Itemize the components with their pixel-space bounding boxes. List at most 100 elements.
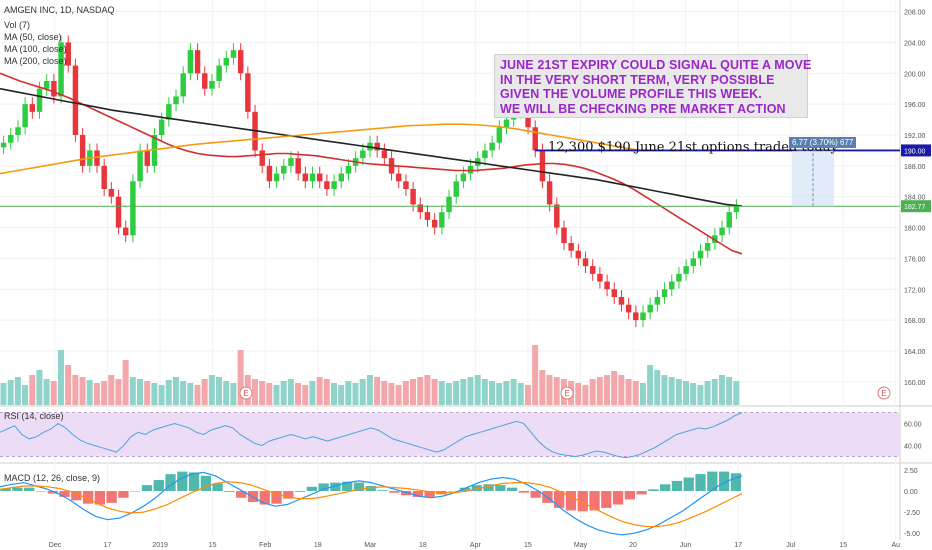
price-tag-label: 190.00	[904, 148, 926, 155]
annotation-line: JUNE 21ST EXPIRY COULD SIGNAL QUITE A MO…	[500, 58, 812, 72]
options-note[interactable]: 12,300 $190 June 21st options traded tod…	[548, 140, 838, 155]
volume-bar	[596, 377, 603, 405]
volume-bar	[22, 385, 29, 405]
volume-bar	[230, 383, 237, 405]
candle-body	[446, 196, 452, 213]
volume-bar	[194, 385, 201, 405]
volume-bar	[453, 381, 460, 405]
macd-hist-bar	[530, 491, 541, 498]
volume-bar	[309, 381, 316, 405]
candle-body	[245, 73, 251, 112]
candle-body	[216, 65, 222, 81]
macd-hist-bar	[94, 491, 105, 505]
y-tick-label: 188.00	[904, 164, 926, 171]
rsi-tick-label: 40.00	[904, 444, 922, 451]
volume-bar	[287, 379, 294, 405]
volume-bar	[14, 377, 21, 405]
candle-body	[381, 150, 388, 159]
candle-body	[43, 81, 50, 89]
candle-body	[302, 173, 309, 182]
volume-bar	[532, 345, 539, 405]
macd-tick-label: -2.50	[904, 510, 920, 517]
volume-bar	[122, 360, 129, 405]
macd-hist-bar	[577, 491, 588, 512]
ma-line	[0, 72, 743, 255]
macd-hist-bar	[459, 487, 471, 492]
candle-body	[417, 204, 424, 213]
macd-tick-label: -5.00	[904, 531, 920, 538]
volume-bar	[402, 381, 409, 405]
annotation-line: WE WILL BE CHECKING PRE MARKET ACTION	[500, 101, 786, 116]
candle-body	[94, 150, 100, 166]
volume-bar	[151, 383, 158, 405]
volume-bar	[43, 379, 50, 405]
price-levels: 190.00 182.77	[0, 144, 931, 213]
annotation-line: IN THE VERY SHORT TERM, VERY POSSIBLE	[500, 72, 775, 87]
candle-body	[29, 104, 36, 112]
candle-body	[309, 173, 316, 182]
x-tick-label: 15	[209, 542, 217, 549]
x-tick-label: 2019	[152, 542, 168, 549]
volume-bar	[374, 377, 381, 405]
x-tick-label: 20	[629, 542, 637, 549]
volume-bar	[108, 375, 115, 405]
volume-bar	[510, 379, 517, 405]
volume-bar	[647, 365, 654, 405]
x-tick-label: 15	[839, 542, 847, 549]
volume-bar	[424, 375, 431, 405]
volume-bar	[582, 385, 589, 405]
legend-ma200: MA (200, close)	[4, 56, 67, 66]
volume-bar	[668, 377, 675, 405]
candle-body	[209, 81, 215, 89]
candle-body	[396, 173, 402, 182]
macd-hist-bar	[118, 491, 129, 498]
volume-bar	[223, 381, 230, 405]
x-tick-label: 17	[734, 542, 742, 549]
candle-body	[122, 227, 129, 236]
candle-body	[223, 57, 230, 66]
macd-hist-bar	[565, 491, 577, 511]
candle-body	[273, 173, 280, 182]
volume-bar	[86, 380, 93, 405]
volume-bar	[733, 381, 740, 405]
macd-hist-bar	[294, 491, 306, 492]
x-tick-label: Feb	[259, 542, 271, 549]
candle-body	[345, 165, 352, 174]
macd-hist-bar	[471, 485, 482, 492]
macd-hist-bar	[483, 484, 494, 492]
volume-bar	[639, 383, 646, 405]
candle-body	[194, 50, 201, 74]
annotation-box[interactable]: JUNE 21ST EXPIRY COULD SIGNAL QUITE A MO…	[494, 54, 812, 118]
volume-bars	[0, 345, 740, 405]
volume-bar	[395, 385, 402, 405]
price-tag	[901, 144, 931, 157]
macd-pane	[0, 471, 743, 536]
candle-body	[144, 150, 151, 166]
candle-body	[101, 165, 107, 189]
volume-bar	[546, 375, 553, 405]
volume-bar	[603, 375, 610, 405]
earnings-marker	[560, 386, 574, 400]
macd-tick-label: 0.00	[904, 489, 918, 496]
volume-bar	[158, 385, 165, 405]
macd-line	[0, 481, 743, 528]
candle-body	[604, 281, 610, 290]
candle-body	[546, 181, 553, 205]
candle-body	[266, 165, 273, 182]
candle-body	[237, 50, 244, 74]
candle-body	[726, 212, 732, 228]
y-tick-label: 176.00	[904, 256, 926, 263]
candle-body	[633, 312, 639, 321]
candle-body	[489, 142, 495, 151]
ma-line	[0, 123, 641, 175]
volume-bar	[65, 365, 72, 405]
chart-title: AMGEN INC, 1D, NASDAQ	[4, 5, 115, 15]
macd-hist-bar	[377, 490, 388, 492]
macd-hist-bar	[412, 491, 423, 497]
volume-bar	[101, 381, 108, 405]
volume-bar	[553, 377, 560, 405]
volume-bar	[675, 379, 682, 405]
candles[interactable]	[0, 35, 740, 328]
legend-ma50: MA (50, close)	[4, 32, 62, 42]
